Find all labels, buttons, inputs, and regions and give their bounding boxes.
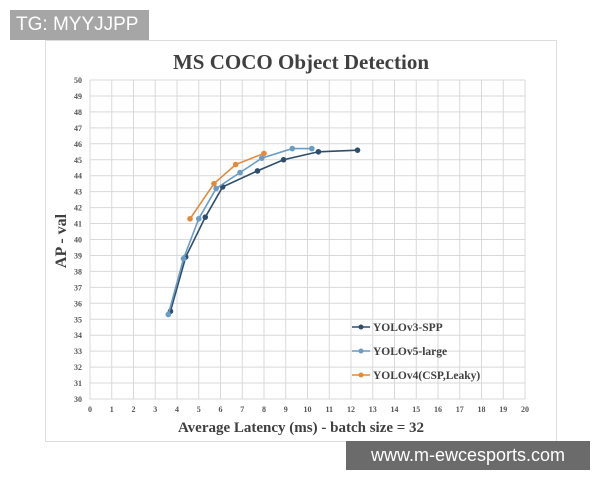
data-point	[261, 150, 267, 157]
x-tick-label: 2	[132, 405, 136, 414]
data-point	[180, 255, 187, 262]
x-tick-label: 11	[325, 405, 333, 414]
series-line-0	[169, 149, 358, 312]
data-point	[237, 169, 243, 176]
legend-label: YOLOv3-SPP	[373, 322, 443, 334]
series-line-2	[189, 152, 265, 220]
x-tick-label: 14	[391, 405, 399, 414]
legend-marker	[358, 372, 364, 378]
y-tick-label: 31	[74, 379, 82, 388]
y-tick-label: 35	[74, 315, 82, 324]
legend-label: YOLOv4(CSP,Leaky)	[373, 370, 480, 382]
y-tick-label: 47	[74, 124, 82, 133]
x-tick-label: 4	[175, 405, 179, 414]
y-tick-label: 48	[74, 108, 82, 117]
y-tick-label: 45	[74, 156, 82, 165]
watermark-top-left: TG: MYYJJPP	[10, 10, 149, 40]
y-tick-label: 37	[74, 283, 82, 292]
x-tick-label: 1	[110, 405, 114, 414]
y-tick-label: 33	[74, 347, 82, 356]
y-tick-label: 39	[74, 251, 82, 260]
data-point	[213, 185, 219, 192]
chart: 0 1 2 3 4 5 6 7 8 9 10 11 12 13 14 15 16 17 18 19 2030313233…	[53, 50, 529, 436]
legend-marker	[358, 324, 364, 330]
watermark-bottom-right: www.m-ewcesports.com	[346, 441, 590, 470]
data-point	[195, 215, 202, 222]
x-tick-label: 16	[434, 405, 442, 414]
y-axis-label: AP - val	[53, 213, 70, 268]
data-point	[254, 168, 261, 174]
chart-title: MS COCO Object Detection	[173, 50, 429, 74]
legend-label: YOLOv5-large	[373, 346, 447, 358]
x-tick-label: 18	[478, 405, 486, 414]
y-tick-label: 46	[74, 140, 82, 149]
x-tick-label: 15	[412, 405, 420, 414]
x-tick-label: 17	[456, 405, 464, 414]
x-tick-label: 10	[304, 405, 312, 414]
data-point	[202, 214, 209, 220]
x-tick-label: 19	[499, 405, 507, 414]
data-point	[309, 145, 315, 152]
y-tick-label: 43	[74, 188, 82, 197]
y-tick-label: 34	[74, 331, 82, 340]
y-tick-label: 41	[74, 220, 82, 229]
x-tick-label: 20	[521, 405, 529, 414]
legend-marker	[358, 348, 364, 354]
x-tick-label: 6	[219, 405, 223, 414]
y-tick-label: 32	[74, 363, 82, 372]
data-point	[280, 156, 287, 163]
x-tick-label: 5	[197, 405, 201, 414]
x-tick-label: 0	[88, 405, 92, 414]
x-tick-label: 13	[369, 405, 377, 414]
y-tick-label: 50	[74, 76, 82, 85]
data-point	[289, 145, 296, 152]
data-point	[165, 311, 172, 318]
series-line-1	[167, 147, 312, 315]
x-tick-label: 12	[347, 405, 355, 414]
y-tick-label: 49	[74, 92, 82, 101]
data-point	[211, 180, 217, 187]
x-tick-label: 8	[262, 405, 266, 414]
y-tick-label: 30	[74, 395, 82, 404]
data-point	[187, 215, 193, 222]
x-tick-label: 9	[284, 405, 288, 414]
y-tick-label: 42	[74, 204, 82, 213]
x-axis-label: Average Latency (ms) - batch size = 32	[178, 420, 424, 436]
data-point	[232, 161, 239, 168]
x-tick-label: 7	[240, 405, 244, 414]
data-point	[354, 147, 361, 153]
chart-panel: 0 1 2 3 4 5 6 7 8 9 10 11 12 13 14 15 16 17 18 19 20 30 31 32 33…	[45, 40, 557, 442]
y-tick-label: 44	[74, 172, 82, 181]
y-tick-label: 36	[74, 299, 82, 308]
x-tick-label: 3	[153, 405, 157, 414]
y-tick-label: 38	[74, 267, 82, 276]
data-point	[315, 148, 322, 155]
y-tick-label: 40	[74, 236, 82, 245]
data-point	[259, 155, 265, 161]
